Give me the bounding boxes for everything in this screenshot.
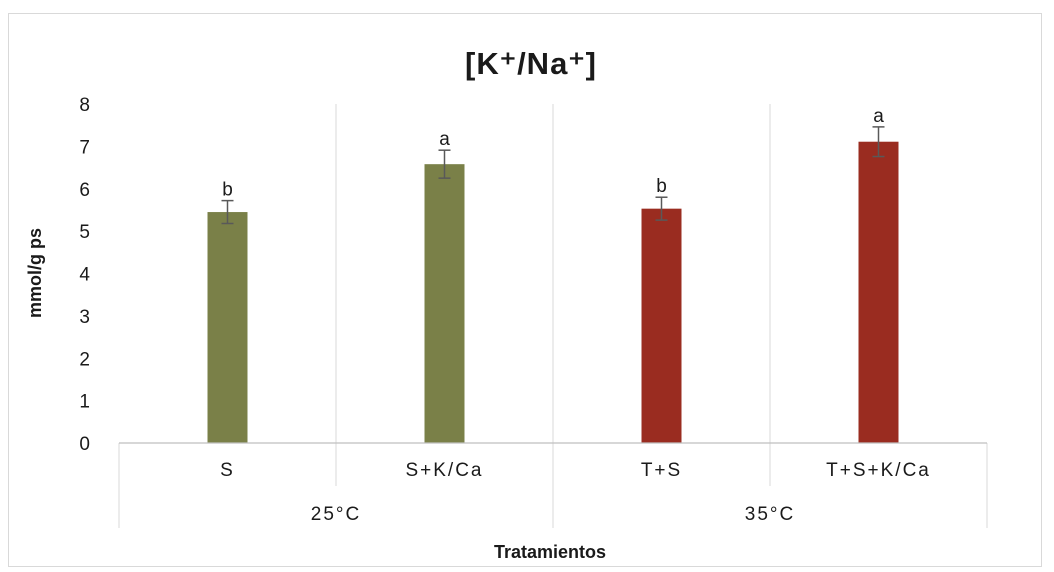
significance-label: b xyxy=(222,180,233,201)
x-category-label: S xyxy=(220,460,235,481)
y-axis-title: mmol/g ps xyxy=(25,228,45,318)
x-category-label: T+S xyxy=(641,460,682,481)
y-tick-label: 4 xyxy=(79,265,90,286)
x-category-label: S+K/Ca xyxy=(405,460,483,481)
labels-layer: 0 1 2 3 4 5 6 7 8 b Sa S+K/Ca b T+S a T+S+K/Ca 25°C 35°C xyxy=(79,95,987,525)
significance-label: b xyxy=(656,176,667,197)
y-tick-label: 5 xyxy=(79,222,90,243)
x-axis-title: Tratamientos xyxy=(494,542,606,562)
y-tick-label: 8 xyxy=(79,95,90,116)
x-group-label: 25°C xyxy=(311,504,361,525)
significance-label: a xyxy=(873,106,884,127)
y-tick-label: 7 xyxy=(79,137,90,158)
x-group-label: 35°C xyxy=(745,504,795,525)
bar xyxy=(641,208,682,443)
y-tick-label: 1 xyxy=(79,392,90,413)
bar xyxy=(858,141,899,443)
y-tick-label: 2 xyxy=(79,349,90,370)
y-tick-label: 6 xyxy=(79,180,90,201)
grid-layer xyxy=(118,104,988,528)
y-tick-label: 3 xyxy=(79,307,90,328)
bar xyxy=(424,164,465,444)
y-tick-label: 0 xyxy=(79,434,90,455)
x-category-label: T+S+K/Ca xyxy=(826,460,931,481)
bars-layer xyxy=(207,126,899,444)
chart-title: [K⁺/Na⁺] xyxy=(465,46,597,81)
bar xyxy=(207,212,248,443)
significance-label: a xyxy=(439,129,450,150)
